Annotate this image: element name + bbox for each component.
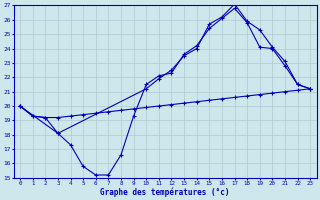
X-axis label: Graphe des températures (°c): Graphe des températures (°c): [100, 187, 230, 197]
